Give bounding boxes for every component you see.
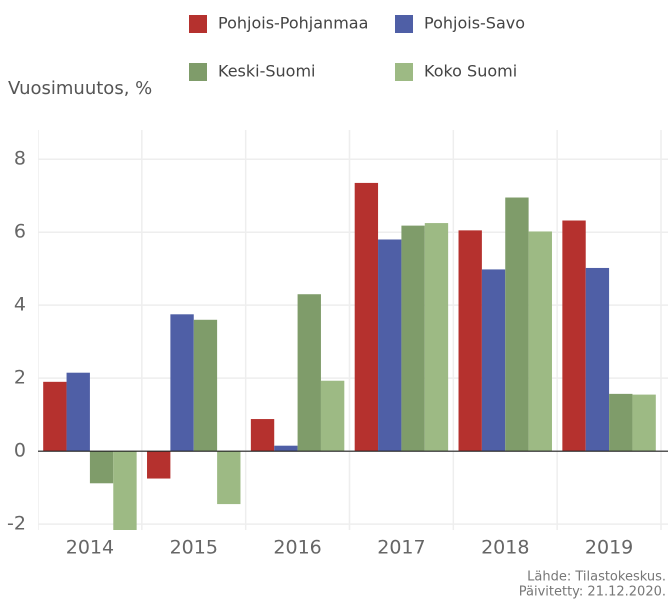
bar	[43, 381, 67, 452]
bar	[66, 372, 90, 452]
bar	[89, 451, 114, 484]
bar	[297, 294, 321, 452]
bar	[424, 223, 449, 452]
x-tick-label: 2016	[273, 537, 321, 559]
plot-area	[38, 130, 668, 530]
updated: Päivitetty: 21.12.2020.	[519, 585, 666, 599]
legend-swatch	[395, 63, 413, 81]
bar	[505, 197, 529, 452]
y-tick-label: 8	[14, 148, 26, 170]
legend-label: Pohjois-Pohjanmaa	[218, 14, 368, 33]
legend-label: Koko Suomi	[424, 62, 517, 81]
y-tick-label: 0	[14, 440, 26, 462]
y-tick-label: 4	[14, 294, 26, 316]
legend-swatch	[189, 15, 207, 33]
bar	[113, 451, 137, 530]
bar	[632, 394, 656, 452]
x-tick-label: 2019	[585, 537, 633, 559]
bar	[354, 182, 379, 452]
bar	[401, 225, 425, 452]
legend-label: Pohjois-Savo	[424, 14, 525, 33]
bar	[217, 451, 241, 505]
bar	[458, 230, 482, 452]
legend-label: Keski-Suomi	[218, 62, 315, 81]
legend-swatch	[189, 63, 207, 81]
bar	[250, 419, 275, 452]
y-tick-label: 2	[14, 367, 26, 389]
y-axis-label: Vuosimuutos, %	[8, 78, 152, 99]
bar	[193, 319, 218, 452]
x-tick-label: 2017	[377, 537, 425, 559]
y-tick-label: 6	[14, 221, 26, 243]
y-tick-label: -2	[7, 513, 26, 535]
bar	[378, 239, 402, 452]
bar	[609, 393, 633, 452]
bar	[320, 380, 345, 452]
x-tick-label: 2018	[481, 537, 529, 559]
source: Lähde: Tilastokeskus.	[527, 570, 666, 585]
bar	[481, 269, 506, 452]
bar	[147, 451, 171, 479]
bar	[585, 267, 610, 452]
x-tick-label: 2014	[66, 537, 114, 559]
bar	[528, 231, 552, 452]
bar	[562, 220, 586, 452]
bar	[170, 314, 194, 452]
legend-swatch	[395, 15, 413, 33]
bar	[274, 445, 298, 452]
x-tick-label: 2015	[170, 537, 218, 559]
